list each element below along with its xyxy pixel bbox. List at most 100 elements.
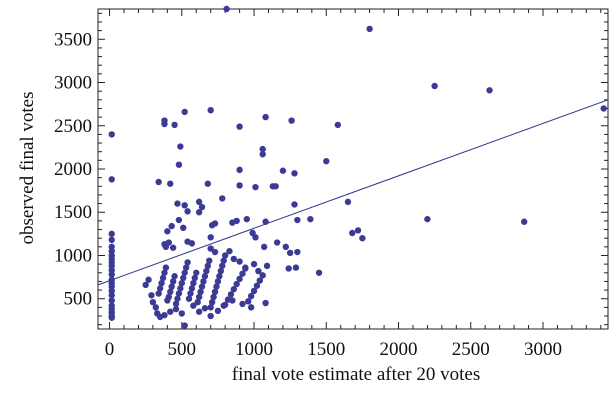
data-point: [194, 298, 201, 306]
data-point: [177, 285, 184, 292]
data-point: [211, 220, 219, 227]
data-point: [159, 274, 167, 282]
data-point: [236, 123, 243, 130]
data-point: [178, 279, 185, 287]
data-point: [204, 262, 212, 270]
data-point: [214, 278, 222, 285]
data-point: [239, 300, 246, 308]
data-point: [181, 322, 188, 329]
data-point: [175, 216, 183, 224]
data-point: [108, 271, 115, 278]
data-point: [282, 243, 290, 251]
data-points: [108, 5, 607, 329]
fit-line-layer: [97, 99, 609, 286]
data-point: [214, 307, 222, 315]
data-point: [216, 273, 223, 280]
data-point: [175, 161, 183, 168]
data-point: [273, 239, 281, 246]
data-point: [236, 166, 243, 174]
data-point: [292, 264, 300, 271]
data-point: [184, 208, 191, 215]
x-axis-ticks: 0 500 1000 1500 2000 2500 3000: [105, 9, 602, 360]
data-point: [272, 183, 279, 190]
data-point: [167, 288, 174, 296]
data-point: [155, 290, 162, 297]
data-point: [252, 234, 259, 241]
data-point: [236, 258, 243, 265]
data-point: [158, 279, 165, 287]
data-point: [161, 120, 168, 128]
data-point: [207, 234, 214, 241]
data-point: [203, 267, 210, 275]
y-tick-label: 500: [64, 289, 93, 310]
x-tick-label: 1500: [307, 339, 345, 360]
data-point: [252, 183, 259, 191]
data-point: [288, 117, 295, 124]
data-point: [161, 311, 168, 319]
data-point: [230, 255, 238, 263]
data-point: [227, 291, 235, 298]
data-point: [200, 278, 207, 285]
data-point: [260, 243, 268, 251]
data-point: [286, 249, 294, 257]
data-point: [165, 239, 172, 246]
data-point: [169, 244, 177, 251]
data-point: [217, 267, 225, 275]
data-point: [197, 288, 204, 296]
data-point: [253, 282, 261, 289]
data-point: [201, 305, 209, 312]
data-point: [247, 292, 255, 300]
data-point: [180, 224, 187, 232]
data-point: [220, 257, 227, 264]
data-point: [152, 304, 159, 311]
data-point: [174, 295, 181, 302]
data-point: [190, 302, 197, 309]
x-axis-title: final vote estimate after 20 votes: [232, 364, 481, 385]
data-point: [167, 308, 174, 315]
y-axis-ticks: 500 1000 1500 2000 2500 3000 3500: [54, 12, 608, 326]
data-point: [181, 202, 188, 209]
data-point: [255, 267, 262, 275]
data-point: [220, 302, 227, 309]
data-point: [207, 312, 214, 320]
x-tick-label: 2000: [380, 339, 418, 360]
data-point: [262, 113, 269, 121]
data-point: [262, 299, 269, 307]
data-point: [236, 182, 243, 189]
data-point: [198, 283, 206, 290]
data-point: [211, 248, 219, 256]
data-point: [250, 287, 258, 295]
data-point: [164, 228, 171, 235]
data-point: [230, 286, 238, 293]
data-point: [156, 285, 164, 292]
data-point: [193, 269, 200, 276]
data-point: [211, 288, 219, 296]
data-point: [315, 269, 323, 276]
data-point: [263, 262, 271, 270]
data-point: [323, 158, 330, 165]
data-point: [181, 108, 188, 116]
data-point: [191, 274, 198, 282]
data-point: [178, 310, 185, 317]
y-axis-title: observed final votes: [17, 91, 38, 244]
data-point: [223, 5, 230, 13]
data-point: [195, 308, 203, 315]
data-point: [188, 285, 196, 292]
x-tick-label: 1000: [235, 339, 273, 360]
data-point: [182, 264, 190, 271]
data-point: [108, 176, 115, 183]
data-point: [486, 87, 493, 94]
data-point: [219, 195, 226, 202]
data-point: [242, 265, 249, 272]
data-point: [108, 230, 115, 238]
y-tick-label: 2000: [54, 159, 92, 180]
data-point: [145, 276, 152, 283]
data-point: [165, 293, 172, 301]
data-point: [354, 227, 362, 234]
data-point: [247, 304, 255, 311]
x-tick-label: 0: [105, 339, 115, 360]
data-point: [155, 178, 162, 186]
data-point: [521, 218, 528, 225]
data-point: [349, 229, 356, 237]
data-point: [334, 121, 342, 129]
